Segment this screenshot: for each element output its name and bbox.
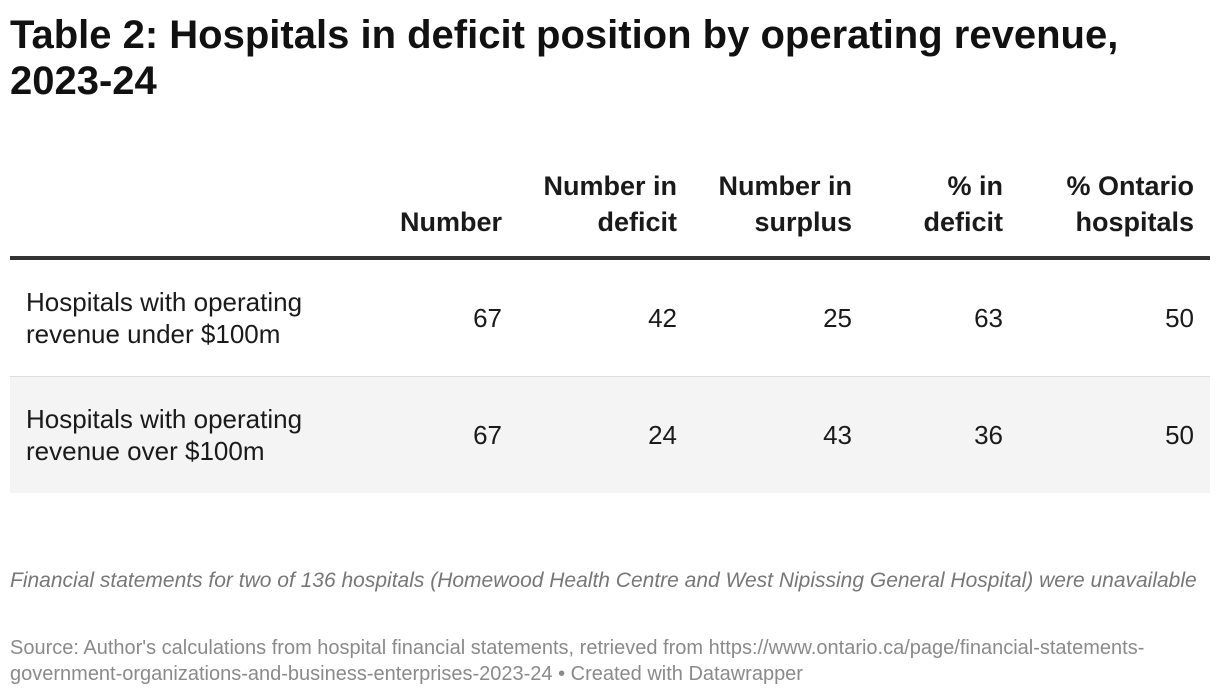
cell-number-in-surplus: 25 <box>693 258 868 377</box>
cell-percent-ontario-hospitals: 50 <box>1019 258 1210 377</box>
source-line: Source: Author's calculations from hospi… <box>10 637 1145 685</box>
cell-percent-ontario-hospitals: 50 <box>1019 376 1210 493</box>
cell-number-in-deficit: 42 <box>518 258 693 377</box>
row-label: Hospitals with operating revenue over $1… <box>10 376 340 493</box>
column-header-label <box>10 162 340 260</box>
table-row: Hospitals with operating revenue under $… <box>10 258 1210 377</box>
column-header-number: Number <box>340 162 518 260</box>
cell-number: 67 <box>340 258 518 377</box>
cell-number-in-surplus: 43 <box>693 376 868 493</box>
cell-percent-in-deficit: 63 <box>868 258 1019 377</box>
data-table: Number Number in deficit Number in surpl… <box>10 162 1210 493</box>
row-label: Hospitals with operating revenue under $… <box>10 258 340 377</box>
column-header-percent-ontario-hospitals: % Ontario hospitals <box>1019 162 1210 260</box>
cell-number: 67 <box>340 376 518 493</box>
table-title: Table 2: Hospitals in deficit position b… <box>10 13 1119 103</box>
cell-percent-in-deficit: 36 <box>868 376 1019 493</box>
column-header-percent-in-deficit: % in deficit <box>868 162 1019 260</box>
table-row: Hospitals with operating revenue over $1… <box>10 376 1210 493</box>
column-header-number-in-deficit: Number in deficit <box>518 162 693 260</box>
column-header-number-in-surplus: Number in surplus <box>693 162 868 260</box>
cell-number-in-deficit: 24 <box>518 376 693 493</box>
header-row: Number Number in deficit Number in surpl… <box>10 162 1210 260</box>
footnote: Financial statements for two of 136 hosp… <box>10 569 1197 592</box>
